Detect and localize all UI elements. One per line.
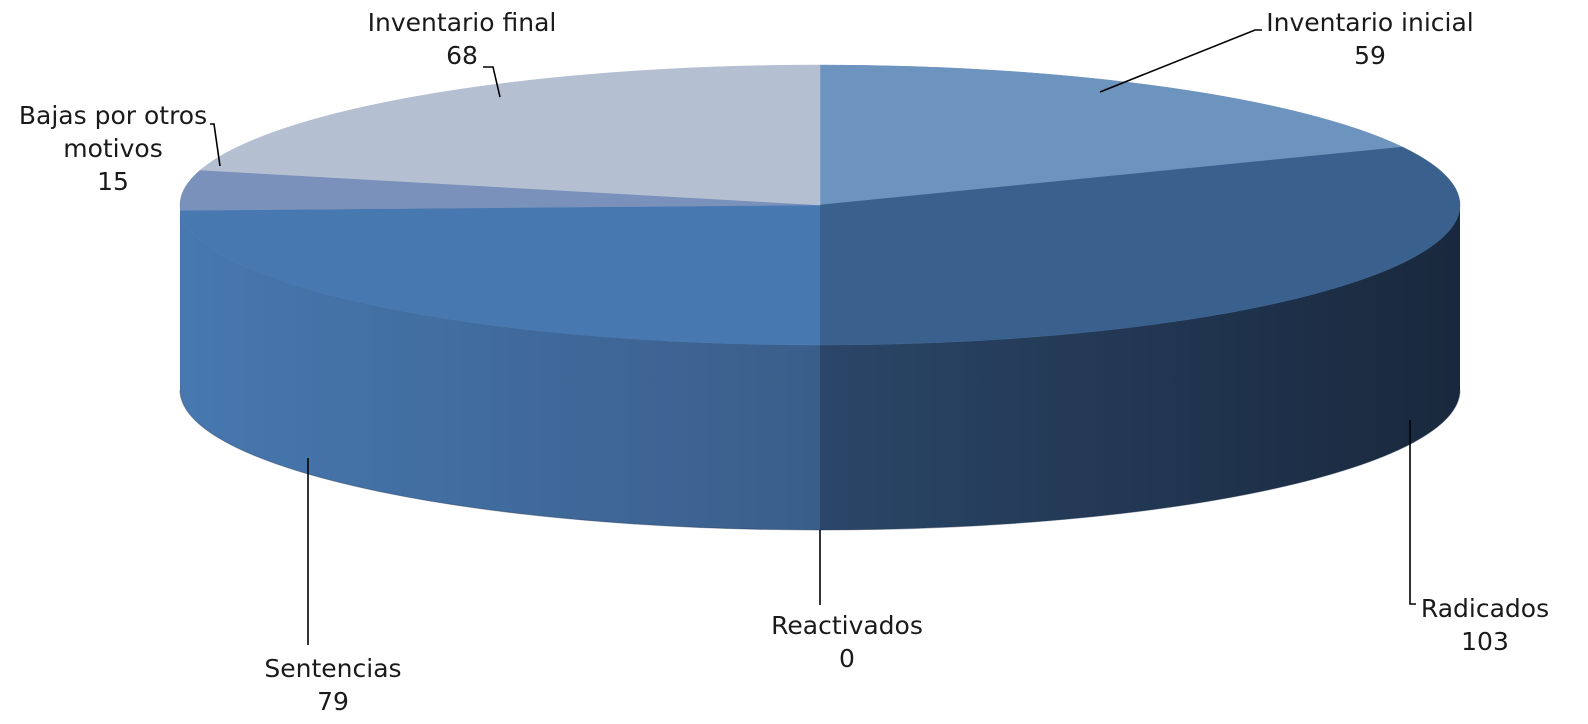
data-label-reactivados: Reactivados 0 <box>771 611 923 673</box>
slice-radicados <box>819 146 1461 346</box>
label-category: Inventario inicial <box>1266 8 1474 37</box>
label-value: 59 <box>1354 41 1386 70</box>
leader-line-inventario-final <box>483 66 501 98</box>
leader-line-bajas-por-otros-motivos <box>210 123 221 167</box>
label-category: Bajas por otros <box>19 101 207 130</box>
label-value: 0 <box>839 644 855 673</box>
slice-side-sentencias <box>180 210 820 530</box>
label-value: 15 <box>97 167 129 196</box>
leader-line-inventario-inicial <box>1099 29 1262 93</box>
leader-lines <box>210 29 1416 645</box>
data-label-bajas-por-otros-motivos: Bajas por otros motivos 15 <box>19 101 207 196</box>
label-category: motivos <box>63 134 163 163</box>
slice-inventario-final <box>199 64 821 206</box>
slice-sentencias <box>180 204 821 346</box>
label-category: Radicados <box>1421 594 1549 623</box>
slice-bajas-por-otros-motivos <box>179 169 821 211</box>
pie-top-slices <box>179 64 1461 346</box>
label-category: Reactivados <box>771 611 923 640</box>
label-value: 68 <box>446 41 478 70</box>
data-label-inventario-final: Inventario final 68 <box>368 8 557 70</box>
leader-line-radicados <box>1409 420 1416 605</box>
data-label-sentencias: Sentencias 79 <box>264 654 401 716</box>
label-value: 79 <box>317 687 349 716</box>
data-label-radicados: Radicados 103 <box>1421 594 1549 656</box>
label-category: Sentencias <box>264 654 401 683</box>
slice-side-radicados <box>820 205 1460 530</box>
label-value: 103 <box>1461 627 1509 656</box>
data-labels: Inventario inicial 59 Radicados 103 Reactiva… <box>19 8 1549 716</box>
data-label-inventario-inicial: Inventario inicial 59 <box>1266 8 1474 70</box>
slice-inventario-inicial <box>819 64 1404 206</box>
label-category: Inventario final <box>368 8 557 37</box>
